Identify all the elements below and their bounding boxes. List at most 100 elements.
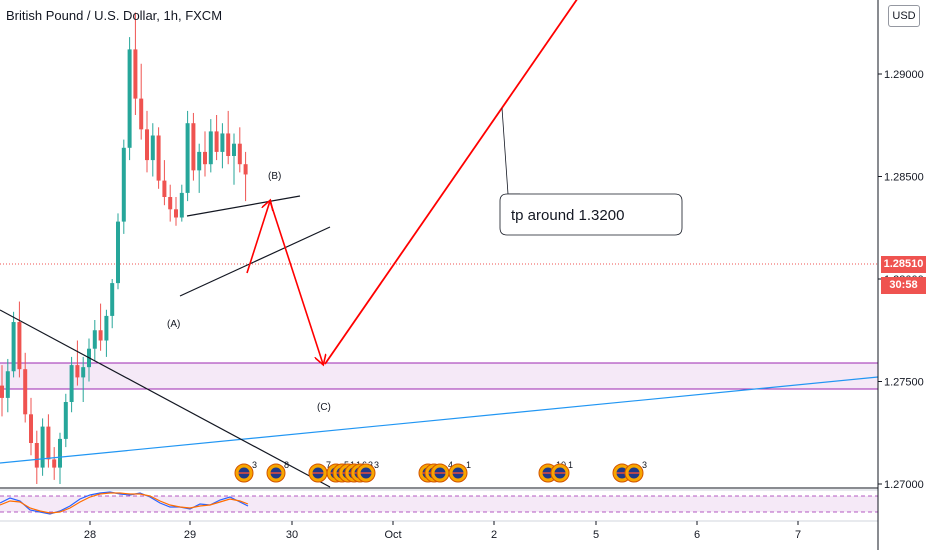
event-count: 8 [284,460,289,470]
candle [232,133,236,185]
candle-body [150,135,155,161]
candle [92,320,97,361]
x-tick-label: 5 [593,529,599,541]
oscillator-band [0,496,878,512]
callout-pointer [501,107,520,195]
black-trendline[interactable] [0,309,331,488]
projection-up-to-target[interactable] [324,0,580,365]
event-marker[interactable]: 1 [550,460,573,483]
candle [203,131,207,177]
candle [81,356,86,402]
candle [150,123,155,177]
candle [139,63,144,140]
candle [11,311,16,378]
candle [5,358,10,413]
candle-body [58,438,62,468]
candle-body [40,426,45,468]
x-tick-label: 6 [694,529,700,541]
economic-events-row: 387511633411013 [234,460,647,483]
candle [237,127,242,173]
event-marker[interactable]: 4 [430,460,453,483]
event-count: 3 [642,460,647,470]
candle-body [214,131,219,152]
candle-body [191,123,196,171]
candle [29,397,33,456]
candle-body [46,426,51,460]
candle [116,213,120,290]
flag-lower-line[interactable] [179,226,331,297]
event-marker[interactable]: 7 [308,460,331,483]
y-tick-label: 1.29000 [884,69,924,81]
candle [127,37,132,161]
event-marker[interactable]: 3 [624,460,647,483]
callout-box [499,193,683,236]
projection-up-to-b[interactable] [246,201,270,274]
candle [75,340,80,386]
blue-trendline[interactable] [0,376,879,464]
candle-body [162,180,167,197]
candle [98,303,103,351]
event-count: 3 [374,460,379,470]
candle-body [220,133,225,152]
candle-body [81,367,86,378]
tp-callout[interactable]: tp around 1.3200 [499,107,683,236]
candle-body [237,143,242,165]
candle-body [17,322,22,370]
candle [197,143,202,193]
candle-body [133,49,138,99]
support-zone[interactable] [0,363,878,389]
candle-body [232,143,236,156]
candle-body [52,459,57,468]
candle [162,160,167,206]
candle [243,151,248,202]
candle-body [75,365,80,378]
candle [191,112,196,181]
candle-body [139,98,144,130]
candle-body [11,322,16,372]
flag-upper-line[interactable] [186,195,301,217]
candle [40,418,45,476]
x-axis[interactable]: 28 29 30 Oct 2 5 6 7 [0,520,932,550]
event-marker[interactable]: 3 [234,460,257,483]
candle-body [5,371,10,398]
candle [174,197,178,226]
candle-body [104,315,109,341]
event-marker[interactable]: 8 [266,460,289,483]
x-tick-label: Oct [384,529,401,541]
candle-body [197,151,202,171]
oscillator-pane [0,489,932,515]
event-count: 1 [466,460,471,470]
countdown-tag: 30:58 [881,277,926,294]
wave-label-a: (A) [167,319,180,330]
candle-body [29,414,33,443]
candle-body [69,365,74,402]
candle [23,352,28,423]
candle [145,110,149,173]
candle [133,12,138,115]
candle-body [168,197,173,210]
candle [34,430,39,484]
y-axis[interactable]: 1.300001.295001.290001.285001.280001.275… [877,0,932,550]
oscillator-d-line [0,492,249,514]
event-marker[interactable]: 1 [448,460,471,483]
candle [58,432,62,484]
event-count: 7 [326,460,331,470]
projection-down-to-c[interactable] [269,200,323,364]
wave-label-c: (C) [317,402,331,413]
candle-body [98,330,103,341]
candle-body [203,151,207,165]
event-count: 1 [568,460,573,470]
candle [220,123,225,169]
y-tick-label: 1.28500 [884,172,924,184]
candle [110,279,115,329]
candle-body [92,330,97,349]
candle [121,139,126,234]
candlestick-series [0,12,248,484]
currency-button[interactable]: USD [888,5,920,27]
event-marker[interactable]: 3 [356,460,379,483]
candle [185,110,190,202]
candle [69,356,74,413]
event-count: 4 [448,460,453,470]
event-count: 3 [252,460,257,470]
